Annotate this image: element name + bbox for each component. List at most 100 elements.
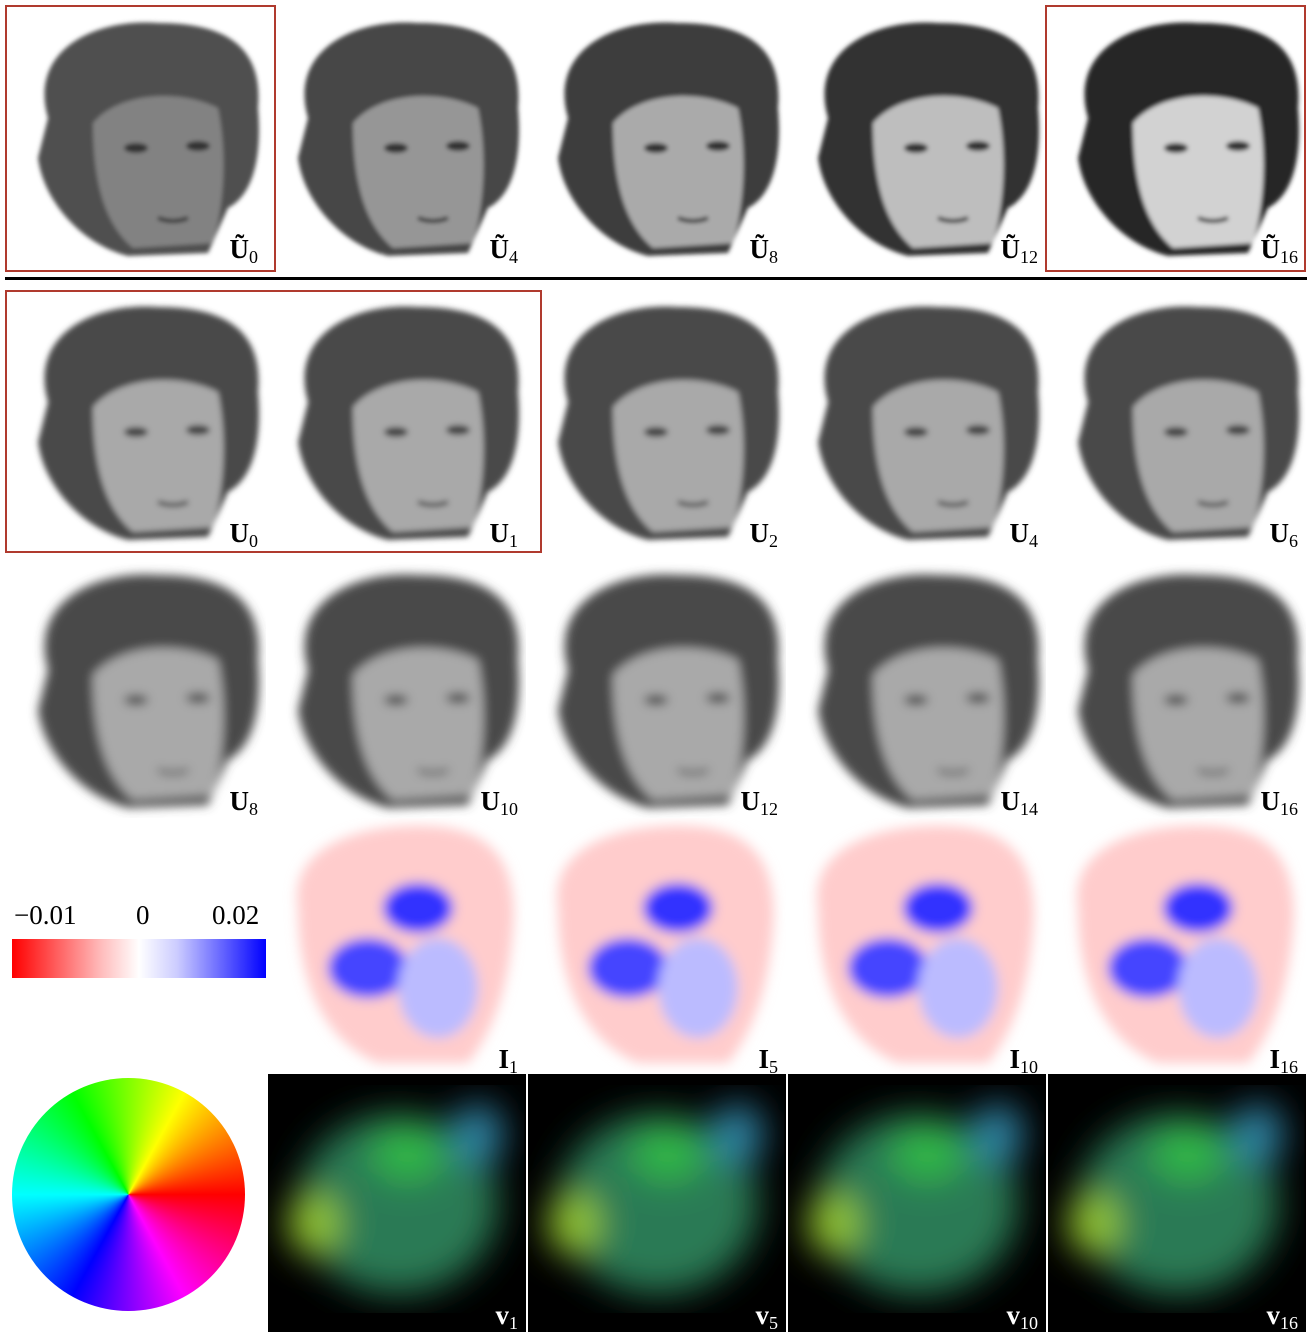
image-panel: U14 bbox=[788, 560, 1046, 822]
colorbar bbox=[12, 939, 266, 978]
panel-label: I5 bbox=[758, 1044, 778, 1078]
image-panel: Ũ16 bbox=[1048, 8, 1306, 270]
symbol: U bbox=[1010, 518, 1030, 548]
symbol: I bbox=[758, 1044, 769, 1074]
panel-label: U10 bbox=[481, 786, 519, 820]
image-panel: Ũ12 bbox=[788, 8, 1046, 270]
symbol: v bbox=[1007, 1300, 1021, 1330]
panel-label: U16 bbox=[1261, 786, 1299, 820]
subscript: 5 bbox=[769, 1313, 778, 1333]
symbol: U bbox=[741, 786, 761, 816]
panel-label: U12 bbox=[741, 786, 779, 820]
image-panel: U8 bbox=[8, 560, 266, 822]
subscript: 16 bbox=[1280, 1313, 1298, 1333]
image bbox=[268, 818, 526, 1076]
symbol: U bbox=[750, 518, 770, 548]
panel-label: Ũ4 bbox=[490, 234, 519, 268]
image bbox=[788, 560, 1046, 818]
image bbox=[8, 292, 266, 550]
image bbox=[788, 1074, 1046, 1332]
subscript: 8 bbox=[249, 799, 258, 819]
image bbox=[268, 8, 526, 266]
panel-label: U6 bbox=[1270, 518, 1299, 552]
subscript: 12 bbox=[1020, 247, 1038, 267]
image-panel: U12 bbox=[528, 560, 786, 822]
symbol: Ũ bbox=[1261, 234, 1281, 264]
panel-label: Ũ8 bbox=[750, 234, 779, 268]
subscript: 4 bbox=[509, 247, 518, 267]
image bbox=[1048, 560, 1306, 818]
symbol: v bbox=[496, 1300, 510, 1330]
symbol: U bbox=[1261, 786, 1281, 816]
image-panel: U2 bbox=[528, 292, 786, 554]
colorbar-label: −0.01 bbox=[14, 900, 76, 931]
image bbox=[528, 818, 786, 1076]
subscript: 2 bbox=[769, 531, 778, 551]
panel-label: Ũ12 bbox=[1001, 234, 1039, 268]
symbol: Ũ bbox=[490, 234, 510, 264]
image bbox=[528, 292, 786, 550]
image-panel: I5 bbox=[528, 818, 786, 1080]
subscript: 10 bbox=[1020, 1313, 1038, 1333]
image bbox=[528, 560, 786, 818]
subscript: 16 bbox=[1280, 799, 1298, 819]
symbol: U bbox=[481, 786, 501, 816]
colorbar-label: 0.02 bbox=[212, 900, 259, 931]
symbol: I bbox=[1269, 1044, 1280, 1074]
panel-label: Ũ16 bbox=[1261, 234, 1299, 268]
subscript: 0 bbox=[249, 531, 258, 551]
image-panel: Ũ4 bbox=[268, 8, 526, 270]
symbol: I bbox=[498, 1044, 509, 1074]
image bbox=[1048, 292, 1306, 550]
subscript: 4 bbox=[1029, 531, 1038, 551]
image-panel: I10 bbox=[788, 818, 1046, 1080]
symbol: v bbox=[1267, 1300, 1281, 1330]
image-panel: Ũ0 bbox=[8, 8, 266, 270]
image bbox=[528, 1074, 786, 1332]
image bbox=[1048, 818, 1306, 1076]
image-panel: I16 bbox=[1048, 818, 1306, 1080]
symbol: v bbox=[756, 1300, 770, 1330]
image bbox=[1048, 8, 1306, 266]
panel-label: v1 bbox=[496, 1300, 519, 1334]
subscript: 1 bbox=[509, 531, 518, 551]
colorbar-label: 0 bbox=[136, 900, 150, 931]
panel-label: v16 bbox=[1267, 1300, 1299, 1334]
panel-label: U4 bbox=[1010, 518, 1039, 552]
image-panel: U10 bbox=[268, 560, 526, 822]
panel-label: v5 bbox=[756, 1300, 779, 1334]
panel-label: U0 bbox=[230, 518, 259, 552]
separator bbox=[5, 277, 1307, 280]
symbol: U bbox=[230, 786, 250, 816]
symbol: Ũ bbox=[1001, 234, 1021, 264]
subscript: 16 bbox=[1280, 247, 1298, 267]
panel-label: U14 bbox=[1001, 786, 1039, 820]
image bbox=[528, 8, 786, 266]
panel-label: Ũ0 bbox=[230, 234, 259, 268]
image bbox=[788, 292, 1046, 550]
subscript: 12 bbox=[760, 799, 778, 819]
symbol: U bbox=[1270, 518, 1290, 548]
image-panel: U1 bbox=[268, 292, 526, 554]
symbol: Ũ bbox=[230, 234, 250, 264]
image bbox=[268, 292, 526, 550]
image-panel: v5 bbox=[528, 1074, 786, 1336]
image-panel: Ũ8 bbox=[528, 8, 786, 270]
symbol: U bbox=[230, 518, 250, 548]
symbol: Ũ bbox=[750, 234, 770, 264]
image bbox=[1048, 1074, 1306, 1332]
image bbox=[8, 560, 266, 818]
image bbox=[268, 1074, 526, 1332]
subscript: 10 bbox=[500, 799, 518, 819]
image-panel: U16 bbox=[1048, 560, 1306, 822]
image-panel: v1 bbox=[268, 1074, 526, 1336]
image bbox=[788, 8, 1046, 266]
image-panel: U0 bbox=[8, 292, 266, 554]
panel-label: I16 bbox=[1269, 1044, 1298, 1078]
panel-label: v10 bbox=[1007, 1300, 1039, 1334]
symbol: I bbox=[1009, 1044, 1020, 1074]
subscript: 1 bbox=[509, 1313, 518, 1333]
image bbox=[268, 560, 526, 818]
image bbox=[788, 818, 1046, 1076]
panel-label: I10 bbox=[1009, 1044, 1038, 1078]
